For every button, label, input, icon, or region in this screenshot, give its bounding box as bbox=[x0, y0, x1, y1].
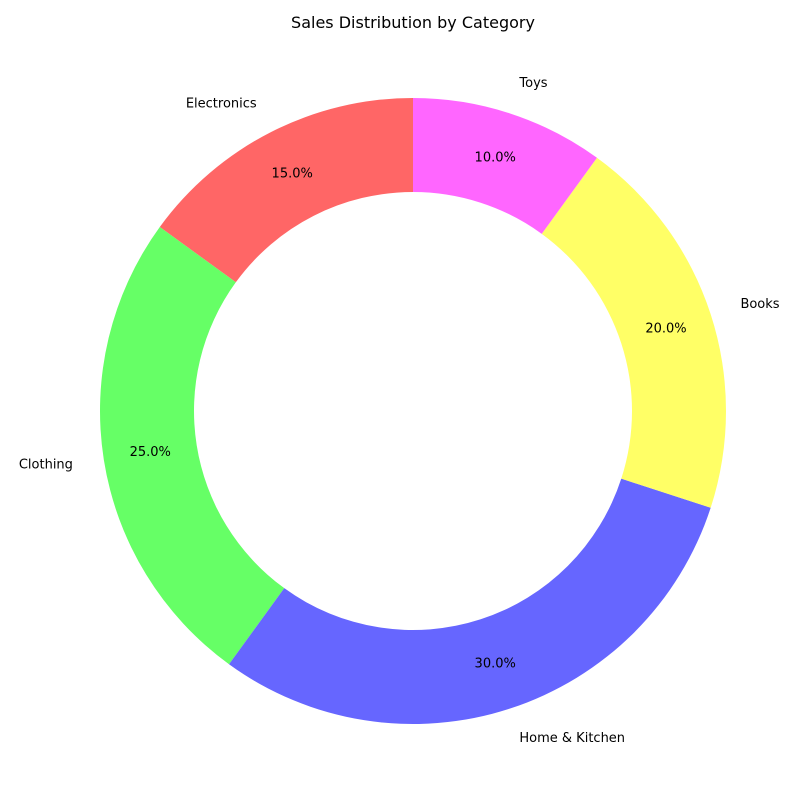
slice-toys bbox=[413, 98, 597, 234]
category-label-electronics: Electronics bbox=[186, 97, 257, 112]
slices-group bbox=[99, 98, 726, 724]
slice-clothing bbox=[99, 227, 285, 665]
category-label-toys: Toys bbox=[518, 76, 547, 91]
labels-group: Electronics 15.0% Clothing 25.0% Home & Kitc… bbox=[19, 76, 780, 746]
slice-books bbox=[541, 157, 726, 508]
percent-label-clothing: 25.0% bbox=[130, 445, 171, 460]
category-label-clothing: Clothing bbox=[19, 457, 73, 472]
chart-title: Sales Distribution by Category bbox=[291, 13, 535, 32]
percent-label-toys: 10.0% bbox=[475, 150, 516, 165]
category-label-home-kitchen: Home & Kitchen bbox=[519, 731, 625, 746]
percent-label-home-kitchen: 30.0% bbox=[475, 657, 516, 672]
slice-home-kitchen bbox=[229, 478, 711, 724]
category-label-books: Books bbox=[740, 297, 779, 312]
percent-label-books: 20.0% bbox=[645, 321, 686, 336]
percent-label-electronics: 15.0% bbox=[272, 166, 313, 181]
slice-electronics bbox=[159, 98, 413, 283]
